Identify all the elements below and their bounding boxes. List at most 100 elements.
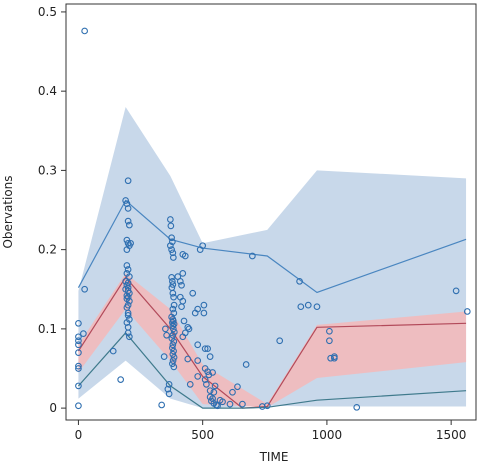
observation-point [201, 376, 209, 383]
y-tick-label: 0 [49, 401, 57, 415]
axes: 0 500 1000 1500 0 0.1 0.2 0.3 0.4 0.5 TIME Oberv… [1, 3, 477, 464]
observation-point [81, 27, 88, 35]
observation-point [189, 289, 197, 297]
observation-point [219, 398, 226, 406]
observation-point [239, 400, 246, 408]
observation-point [123, 200, 131, 208]
observation-point [179, 270, 187, 277]
observation-point [160, 353, 168, 360]
observation-point [109, 347, 117, 355]
observation-point [169, 249, 177, 257]
observation-point [185, 325, 193, 333]
observation-point [167, 216, 174, 223]
observation-point [184, 355, 192, 363]
observation-point [229, 388, 236, 396]
observation-point [184, 323, 192, 331]
observation-point [75, 333, 82, 341]
observation-point [124, 312, 132, 319]
observation-point [170, 328, 178, 336]
observation-point [331, 353, 338, 360]
observation-point [209, 369, 216, 376]
y-tick-label: 0.5 [38, 5, 57, 19]
observation-point [214, 402, 221, 410]
observation-point [353, 403, 361, 411]
observation-point [327, 354, 334, 362]
observation-point [124, 217, 132, 225]
observation-point [169, 289, 177, 297]
observation-point [81, 285, 88, 293]
observation-point [117, 376, 125, 383]
x-tick-label: 500 [191, 428, 214, 442]
observation-point [80, 330, 87, 337]
observation-point [204, 345, 211, 353]
observation-point [168, 274, 175, 281]
observation-point [179, 333, 187, 341]
observation-point [203, 380, 210, 388]
x-tick-label: 0 [75, 428, 83, 442]
observation-point [181, 252, 189, 260]
observation-point [169, 319, 176, 326]
observation-point [169, 325, 177, 333]
observation-point [75, 382, 82, 390]
observation-point [211, 382, 219, 390]
observation-point [169, 360, 176, 368]
observation-point [463, 308, 471, 315]
observation-point [242, 361, 250, 368]
observation-point [158, 401, 166, 409]
observation-point [123, 246, 131, 253]
observation-point [206, 387, 214, 395]
lower-percentile-line [77, 331, 467, 409]
y-tick-label: 0.2 [38, 243, 57, 257]
y-axis-label: Obervations [1, 175, 15, 248]
observation-point [249, 252, 256, 260]
y-tick-label: 0.1 [38, 322, 57, 336]
observation-point [296, 277, 303, 285]
observation-point [194, 373, 202, 380]
observation-point [165, 390, 173, 398]
observation-point [170, 338, 178, 345]
x-axis-ticks: 0 500 1000 1500 [75, 420, 467, 442]
observation-point [124, 309, 132, 317]
observation-point [234, 383, 241, 391]
observation-point [75, 362, 82, 370]
observation-point [123, 292, 131, 299]
observation-point [180, 317, 188, 325]
observation-point [170, 363, 178, 371]
observation-point [210, 388, 218, 396]
observation-point [304, 301, 312, 309]
observation-point [178, 303, 185, 311]
observation-point [170, 347, 177, 355]
observation-point [209, 395, 216, 402]
observation-point [127, 239, 134, 247]
observation-point [167, 222, 175, 230]
observation-point [200, 309, 208, 317]
observation-point [168, 234, 175, 242]
observation-point [169, 350, 177, 358]
observation-point [168, 246, 175, 253]
observation-point [169, 357, 177, 364]
y-axis-ticks: 0 0.1 0.2 0.3 0.4 0.5 [38, 5, 66, 415]
x-tick-label: 1500 [436, 428, 467, 442]
observation-point [297, 303, 305, 311]
observation-point [200, 301, 208, 309]
observation-point [170, 354, 178, 361]
x-tick-label: 1000 [312, 428, 343, 442]
observation-point [186, 380, 194, 388]
observation-point [169, 305, 177, 313]
observation-point [126, 333, 133, 341]
observation-point [123, 319, 131, 326]
observation-point [167, 242, 174, 250]
observation-point [169, 344, 176, 352]
observation-point [124, 266, 132, 273]
observation-point [226, 400, 234, 408]
median-prediction-band [78, 273, 467, 408]
plot-frame [65, 3, 477, 421]
observation-point [276, 337, 284, 345]
y-tick-label: 0.3 [38, 163, 57, 177]
observation-point [170, 320, 178, 328]
observation-point [165, 380, 173, 388]
prediction-bands [78, 107, 467, 409]
observation-point [178, 281, 185, 289]
